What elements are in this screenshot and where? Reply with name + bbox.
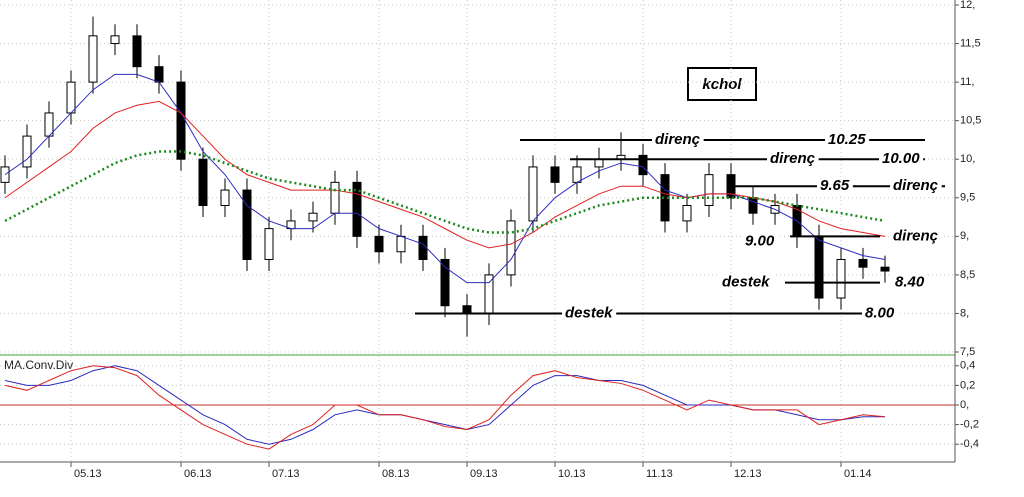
level-name: destek [722,274,770,291]
level-value: 10.00 [882,150,920,167]
level-name: destek [565,304,613,321]
label-bg [767,150,819,168]
level-value: 10.25 [828,131,866,148]
x-tick-label: 10.13 [558,468,586,480]
y-tick-label: 11,5 [960,37,981,49]
series-line [4,365,886,450]
candle-body [572,166,582,183]
candle-body [242,189,252,260]
level-name: direnç [770,150,816,167]
candle-body [308,212,318,222]
candle-body [748,197,758,214]
candle-body [176,81,186,160]
candle-body [88,35,98,83]
candle-body [858,258,868,268]
candle-body [440,258,450,307]
y-tick-label: 0,2 [960,379,975,391]
candle-body [352,181,362,237]
series-line [4,100,886,249]
x-tick-label: 09.13 [470,468,498,480]
label-bg [879,150,924,168]
y-tick-label: 7,5 [960,346,975,358]
x-tick-label: 11.13 [646,468,673,480]
series-line [4,150,886,234]
candle-body [660,174,670,222]
candle-body [264,228,274,260]
label-bg [825,130,870,148]
label-bg [742,232,778,250]
label-bg [719,273,774,291]
x-tick-label: 12.13 [734,468,762,480]
candle-body [594,158,604,168]
x-tick-label: 05.13 [74,468,102,480]
x-tick-label: 01.14 [844,468,872,480]
y-tick-label: 9,5 [960,192,975,204]
level-name: direnç [655,131,701,148]
candle-body [110,35,120,45]
candle-body [198,158,208,206]
label-bg [890,177,942,195]
y-tick-label: 10,5 [960,115,981,127]
candle-body [550,166,560,183]
level-value: 9.65 [820,177,850,194]
y-tick-label: 0, [960,399,969,411]
candle-body [528,166,538,222]
x-tick-label: 07.13 [272,468,300,480]
y-tick-label: 8,5 [960,269,975,281]
candle-body [638,154,648,176]
candle-body [330,181,340,214]
level-value: 9.00 [745,232,775,249]
candle-body [66,81,76,114]
candle-body [462,305,472,314]
candle-body [836,258,846,299]
candle-body [484,274,494,314]
candle-body [132,35,142,68]
candle-body [506,220,516,276]
panel-title: MA.Conv.Div [4,358,73,372]
chart-title: kchol [702,76,742,93]
y-tick-label: 8, [960,307,969,319]
label-bg [892,273,928,291]
y-tick-label: 11, [960,76,974,88]
candle-body [396,235,406,253]
series-line [4,73,886,284]
title-box [687,67,757,101]
label-bg [862,304,898,322]
y-tick-label: 12, [960,0,975,11]
x-tick-label: 06.13 [184,468,212,480]
candle-body [704,174,714,206]
y-tick-label: 0,4 [960,360,975,372]
candle-body [682,204,692,222]
y-tick-label: 10, [960,153,975,165]
candle-body [374,235,384,253]
level-value: 8.40 [895,274,925,291]
candle-body [814,235,824,299]
y-tick-label: -0,4 [960,438,979,450]
candle-body [880,266,890,272]
x-tick-label: 08.13 [382,468,410,480]
label-bg [817,177,853,195]
label-bg [890,227,942,245]
level-name: direnç [893,177,939,194]
candle-body [220,189,230,206]
y-tick-label: -0,2 [960,419,979,431]
y-tick-label: 9, [960,230,969,242]
label-bg [562,304,617,322]
candle-body [418,235,428,260]
candle-body [154,66,164,83]
level-name: direnç [893,227,939,244]
candle-body [22,135,32,168]
level-value: 8.00 [865,304,895,321]
label-bg [652,130,704,148]
